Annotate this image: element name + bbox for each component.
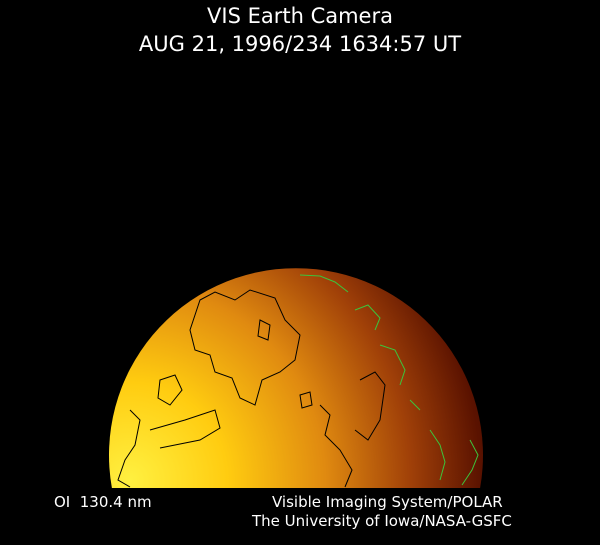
institution-credit: The University of Iowa/NASA-GSFC	[252, 512, 512, 530]
coastlines-dayside	[117, 289, 386, 488]
instrument-credit: Visible Imaging System/POLAR	[272, 493, 503, 511]
filter-wavelength-label: OI 130.4 nm	[54, 493, 152, 511]
coastlines-nightside	[299, 274, 479, 486]
earth-disk	[108, 268, 484, 488]
image-title: VIS Earth Camera	[207, 4, 393, 28]
image-timestamp: AUG 21, 1996/234 1634:57 UT	[138, 32, 462, 56]
